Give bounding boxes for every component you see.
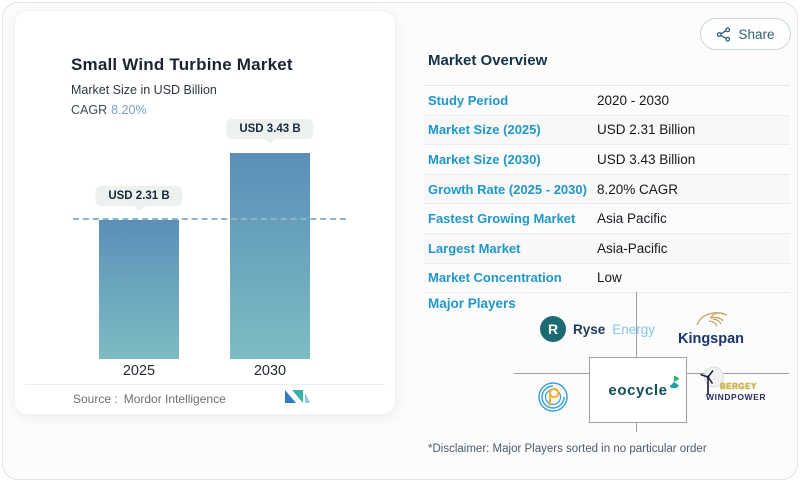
table-row-fastest-growing-market: Fastest Growing Market Asia Pacific <box>424 204 790 234</box>
row-label: Study Period <box>428 92 509 108</box>
bergey-wordmark: BERGEY <box>720 382 757 391</box>
ryse-energy-logo: R Ryse Energy <box>540 316 655 342</box>
ryse-r-circle-icon: R <box>540 316 566 342</box>
chart-title: Small Wind Turbine Market <box>71 55 293 74</box>
bar-value-label-2030: USD 3.43 B <box>226 119 314 139</box>
players-tree-line-right <box>685 373 789 374</box>
pg-monogram-logo <box>536 380 570 419</box>
cagr-row: CAGR 8.20% <box>71 103 147 117</box>
table-row-growth-rate: Growth Rate (2025 - 2030) 8.20% CAGR <box>424 175 790 205</box>
bar-2030 <box>230 153 310 359</box>
kingspan-wordmark: Kingspan <box>677 331 745 347</box>
players-tree-line-stub <box>636 421 637 432</box>
table-row-market-size-2025: Market Size (2025) USD 2.31 Billion <box>424 116 790 146</box>
source-label: Source : <box>73 392 118 406</box>
row-value: 8.20% CAGR <box>597 181 679 197</box>
cagr-value: 8.20% <box>111 103 147 117</box>
row-label: Largest Market <box>428 240 521 256</box>
row-value: USD 2.31 Billion <box>597 122 696 138</box>
row-value: USD 3.43 Billion <box>597 151 696 167</box>
row-label: Market Size (2025) <box>428 122 541 138</box>
x-axis-label-2025: 2025 <box>122 363 156 379</box>
bar-2025 <box>99 220 179 359</box>
wind-turbine-icon <box>700 366 724 395</box>
source-row: Source : Mordor Intelligence <box>73 392 226 406</box>
overview-title: Market Overview <box>424 46 790 86</box>
row-label: Market Size (2030) <box>428 151 541 167</box>
eocycle-wordmark: eocycle <box>608 375 679 399</box>
ryse-wordmark-2: Energy <box>612 321 656 337</box>
row-label: Market Concentration <box>428 270 562 286</box>
x-axis-label-2030: 2030 <box>253 363 287 379</box>
table-row-market-concentration: Market Concentration Low <box>424 264 790 294</box>
chart-card: Small Wind Turbine Market Market Size in… <box>14 10 396 415</box>
bar-value-label-2025: USD 2.31 B <box>95 186 183 206</box>
table-row-largest-market: Largest Market Asia-Pacific <box>424 234 790 264</box>
share-button[interactable]: Share <box>700 18 791 50</box>
market-overview-panel: Market Overview Study Period 2020 - 2030… <box>424 46 790 294</box>
row-value: Asia Pacific <box>597 211 667 227</box>
major-players-label: Major Players <box>428 296 516 311</box>
bergey-windpower-logo: BERGEY WINDPOWER <box>692 366 776 418</box>
source-divider <box>25 384 385 385</box>
cagr-label: CAGR <box>71 103 108 117</box>
players-tree-line-vertical <box>636 292 637 357</box>
table-row-study-period: Study Period 2020 - 2030 <box>424 86 790 116</box>
kingspan-logo: Kingspan <box>672 308 750 347</box>
windpower-wordmark: WINDPOWER <box>706 392 767 402</box>
eocycle-logo-box: eocycle <box>589 357 687 423</box>
row-value: Low <box>597 270 622 286</box>
chart-subtitle: Market Size in USD Billion <box>71 83 217 97</box>
row-value: Asia-Pacific <box>597 240 668 256</box>
row-label: Growth Rate (2025 - 2030) <box>428 181 587 197</box>
kingspan-lion-icon <box>696 312 728 327</box>
reference-dashed-line <box>73 218 346 220</box>
players-tree-line-left <box>514 373 589 374</box>
disclaimer-text: *Disclaimer: Major Players sorted in no … <box>428 443 707 455</box>
share-label: Share <box>738 26 775 42</box>
source-value: Mordor Intelligence <box>123 392 226 406</box>
overview-table: Study Period 2020 - 2030 Market Size (20… <box>424 86 790 294</box>
row-label: Fastest Growing Market <box>428 211 576 227</box>
ryse-wordmark: Ryse <box>573 321 606 337</box>
table-row-market-size-2030: Market Size (2030) USD 3.43 Billion <box>424 145 790 175</box>
share-nodes-icon <box>717 26 731 42</box>
row-value: 2020 - 2030 <box>597 92 670 108</box>
eocycle-pinwheel-icon <box>669 375 679 388</box>
bar-chart: USD 2.31 B USD 3.43 B <box>15 111 395 359</box>
mordor-intelligence-logo <box>285 388 312 409</box>
